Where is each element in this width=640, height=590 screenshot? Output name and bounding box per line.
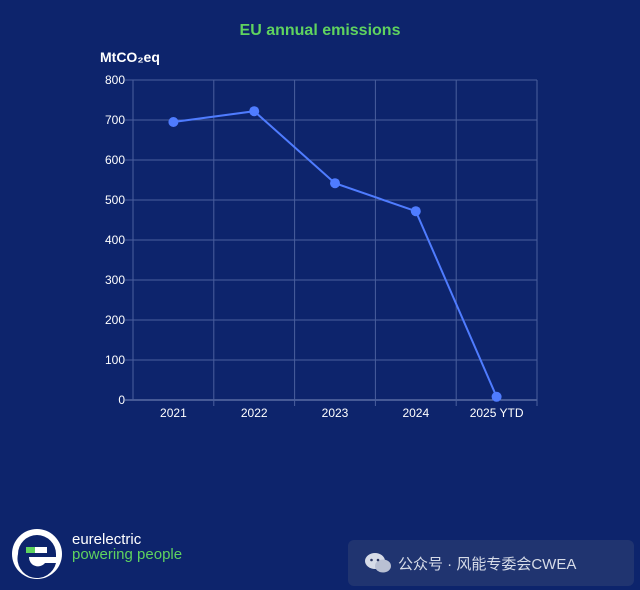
emissions-chart: EU annual emissions MtCO₂eq 0 100 200 300 40… xyxy=(100,22,538,420)
eurelectric-logo: eurelectric powering people xyxy=(10,527,210,582)
wechat-icon xyxy=(365,553,391,573)
y-tick-label: 700 xyxy=(105,113,125,127)
x-tick-label: 2023 xyxy=(322,406,349,420)
chart-title: EU annual emissions xyxy=(240,22,401,39)
y-tick-label: 500 xyxy=(105,193,125,207)
x-tick-label: 2024 xyxy=(402,406,429,420)
x-tick-label: 2025 YTD xyxy=(470,406,524,420)
y-axis-unit: MtCO₂eq xyxy=(100,49,160,65)
data-point xyxy=(249,106,260,117)
eurelectric-e-logo-icon xyxy=(12,529,62,579)
logo-tagline: powering people xyxy=(72,546,183,563)
y-tick-label: 600 xyxy=(105,153,125,167)
data-point xyxy=(410,206,421,217)
series xyxy=(168,106,502,402)
y-axis-ticks: 0 100 200 300 400 500 600 700 800 xyxy=(105,73,125,407)
data-point xyxy=(330,178,340,189)
watermark: 公众号 · 风能专委会CWEA xyxy=(348,540,634,586)
y-tick-label: 300 xyxy=(105,273,125,287)
x-tick-label: 2022 xyxy=(241,406,268,420)
x-axis-ticks: 2021 2022 2023 2024 2025 YTD xyxy=(160,406,524,420)
logo-name: eurelectric xyxy=(72,531,142,548)
data-point xyxy=(168,117,179,127)
y-tick-label: 400 xyxy=(105,233,125,247)
x-tick-label: 2021 xyxy=(160,406,187,420)
watermark-text: 公众号 · 风能专委会CWEA xyxy=(398,556,577,573)
data-point xyxy=(491,391,502,402)
y-tick-label: 800 xyxy=(105,73,125,87)
y-tick-label: 0 xyxy=(118,393,125,407)
series-line xyxy=(173,110,498,398)
y-tick-label: 100 xyxy=(105,353,125,367)
grid xyxy=(125,79,538,406)
y-tick-label: 200 xyxy=(105,313,125,327)
